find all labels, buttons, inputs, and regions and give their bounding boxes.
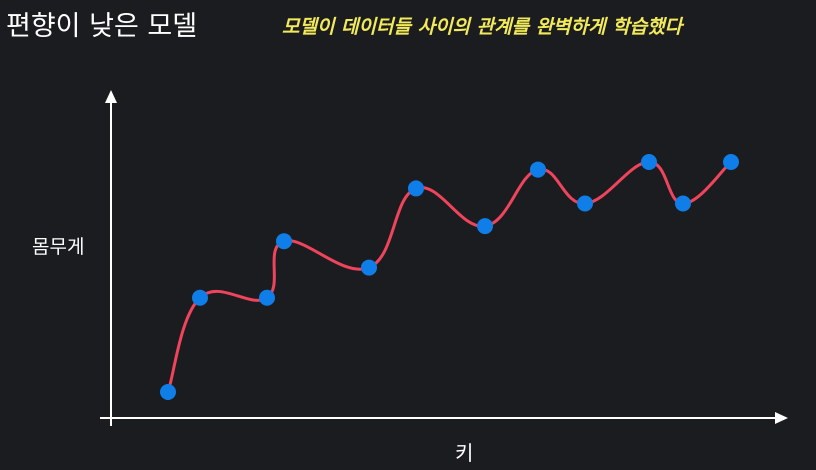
data-point: [675, 195, 691, 212]
data-point: [192, 289, 208, 306]
data-point: [641, 154, 657, 171]
x-axis-arrow: [775, 412, 788, 424]
x-axis-label: 키: [455, 441, 474, 465]
data-point: [477, 218, 493, 235]
y-axis-label: 몸무게: [32, 236, 85, 258]
data-point: [723, 154, 739, 171]
data-point: [577, 195, 593, 212]
data-point: [408, 180, 424, 197]
data-point: [530, 161, 546, 178]
data-point: [259, 289, 275, 306]
data-point: [276, 233, 292, 250]
page-title: 편향이 낮은 모델: [6, 11, 198, 42]
y-axis-arrow: [105, 90, 117, 103]
data-point: [160, 384, 176, 400]
fit-curve: [166, 160, 733, 394]
annotation-text: 모델이 데이터들 사이의 관계를 완벽하게 학습했다: [282, 16, 683, 38]
data-point: [361, 259, 377, 276]
